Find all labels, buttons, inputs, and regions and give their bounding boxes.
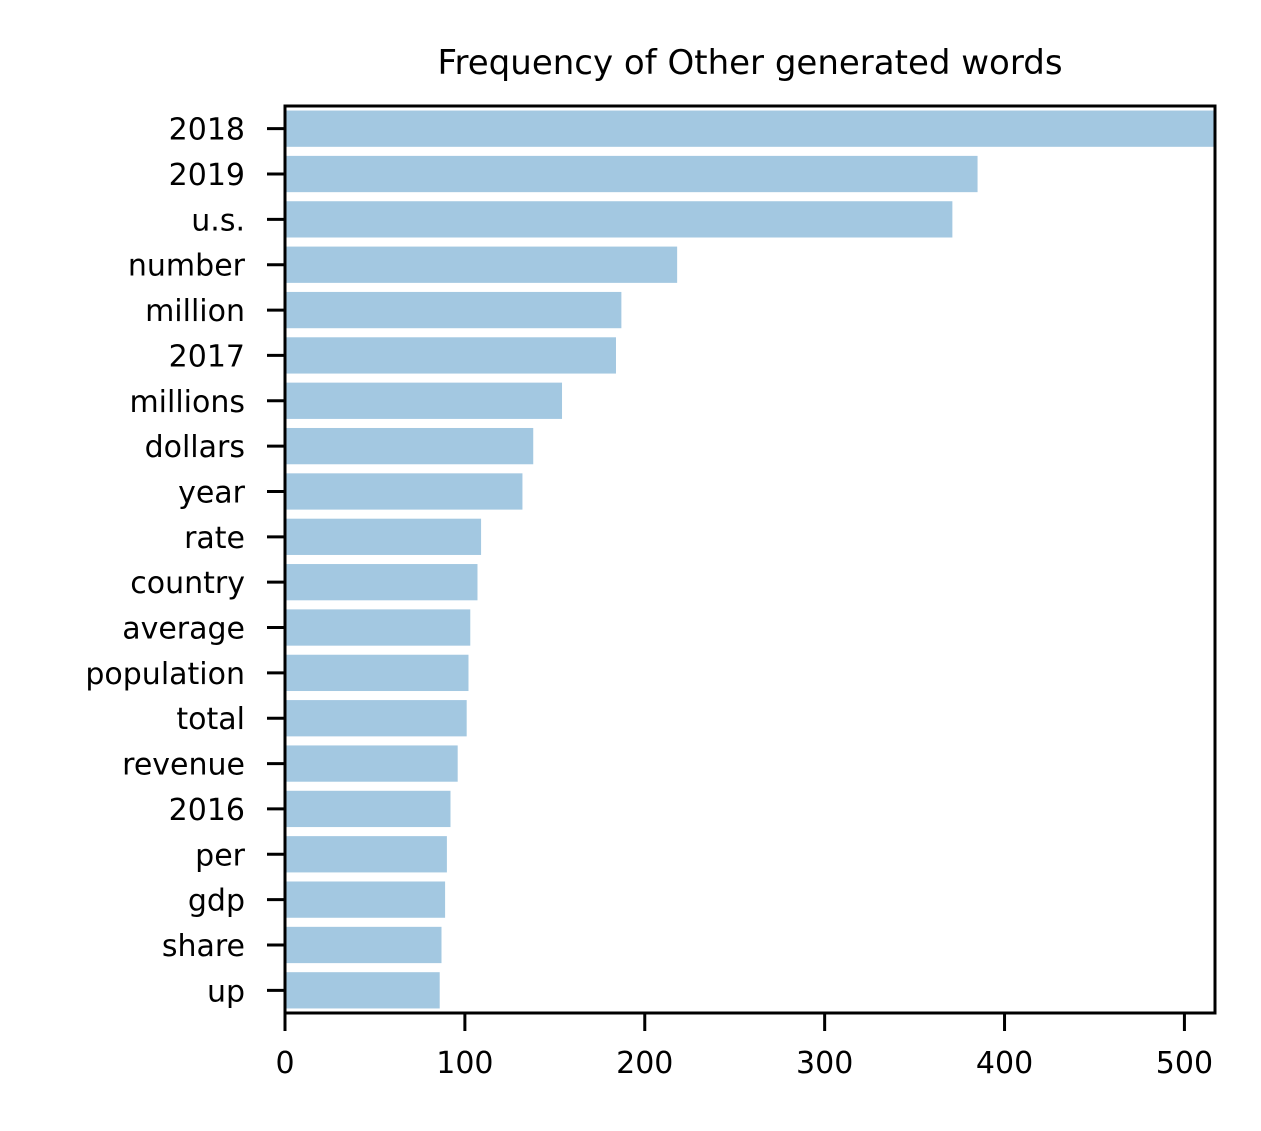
bar-13: [285, 700, 467, 737]
y-tick-label-11: average: [122, 612, 245, 647]
y-tick-label-18: share: [162, 929, 245, 964]
bar-17: [285, 881, 446, 918]
bar-10: [285, 564, 478, 601]
chart-title: Frequency of Other generated words: [437, 43, 1062, 83]
x-axis: 0 100 200 300 400 500: [275, 1013, 1213, 1081]
bar-4: [285, 291, 622, 329]
x-tick-label-3: 300: [796, 1046, 853, 1081]
y-tick-label-0: 2018: [169, 113, 245, 148]
bar-12: [285, 654, 469, 692]
y-tick-label-15: 2016: [169, 793, 245, 828]
y-tick-label-3: number: [128, 249, 246, 284]
y-tick-label-16: per: [195, 838, 246, 873]
bar-18: [285, 926, 442, 964]
bar-0: [285, 110, 1215, 147]
x-tick-label-0: 0: [275, 1046, 294, 1081]
y-tick-label-4: million: [145, 294, 245, 329]
y-tick-label-1: 2019: [169, 158, 245, 193]
x-tick-label-2: 200: [616, 1046, 673, 1081]
bar-19: [285, 972, 440, 1009]
y-tick-label-17: gdp: [188, 884, 245, 919]
bars-group: [285, 110, 1215, 1009]
y-tick-label-6: millions: [129, 385, 245, 420]
bar-14: [285, 745, 458, 782]
y-tick-label-13: total: [176, 702, 245, 737]
x-tick-label-4: 400: [976, 1046, 1033, 1081]
bar-11: [285, 609, 471, 646]
y-tick-label-5: 2017: [169, 339, 245, 374]
bar-1: [285, 155, 978, 193]
y-tick-label-12: population: [85, 657, 245, 692]
y-tick-label-2: u.s.: [191, 203, 245, 238]
y-tick-label-9: rate: [184, 521, 245, 556]
bar-3: [285, 246, 678, 283]
y-tick-label-8: year: [178, 475, 246, 510]
y-tick-label-14: revenue: [122, 748, 245, 783]
x-tick-label-5: 500: [1156, 1046, 1213, 1081]
bar-9: [285, 518, 482, 555]
bar-8: [285, 473, 523, 510]
y-axis: 2018 2019 u.s. number million 2017 millions dol…: [85, 113, 285, 1009]
plot-frame: [283, 104, 1217, 1015]
bar-15: [285, 790, 451, 828]
x-tick-label-1: 100: [436, 1046, 493, 1081]
bar-7: [285, 427, 534, 465]
y-tick-label-7: dollars: [145, 430, 245, 465]
y-tick-label-19: up: [207, 974, 245, 1009]
y-tick-label-10: country: [130, 566, 245, 601]
bar-6: [285, 382, 563, 419]
bar-16: [285, 836, 447, 873]
bar-2: [285, 201, 953, 238]
bar-5: [285, 337, 616, 374]
